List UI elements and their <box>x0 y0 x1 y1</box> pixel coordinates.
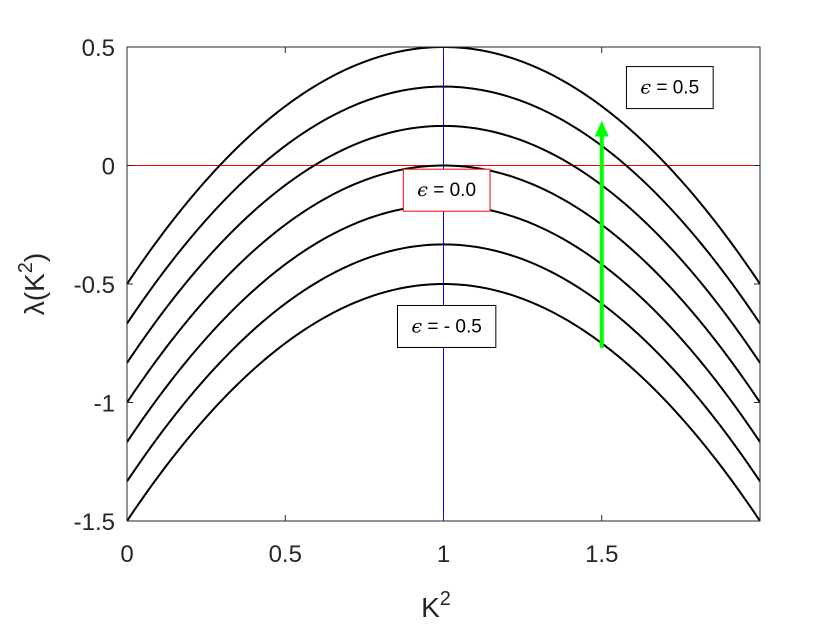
annotation-box: ϵ = 0.0 <box>402 168 491 212</box>
series-line-2 <box>127 85 760 325</box>
y-tick-label: -1.5 <box>74 509 115 536</box>
annotations: ϵ = 0.5ϵ = 0.0ϵ = - 0.5 <box>397 66 714 348</box>
series-line-3 <box>127 124 760 364</box>
y-axis: 0.5 0 -0.5 -1 -1.5 <box>74 35 760 536</box>
x-tick-label: 1 <box>437 541 450 568</box>
annotation-value: = 0.0 <box>428 180 476 201</box>
x-axis-label-sup: 2 <box>440 588 451 610</box>
x-tick-label: 0 <box>120 541 133 568</box>
series-line-4 <box>127 164 760 404</box>
x-tick-label: 0.5 <box>269 541 302 568</box>
series-line-6 <box>127 243 760 482</box>
y-axis-label-base: λ(K <box>19 273 50 315</box>
annotation-frame <box>625 66 714 110</box>
y-tick-label: 0 <box>102 154 115 181</box>
epsilon-symbol: ϵ <box>640 77 651 99</box>
annotation-label: ϵ = - 0.5 <box>412 315 482 337</box>
y-tick-label: -0.5 <box>74 272 115 299</box>
annotation-frame <box>397 304 497 348</box>
x-tick-label: 1.5 <box>585 541 618 568</box>
annotation-frame <box>402 168 491 212</box>
annotation-value: = - 0.5 <box>422 316 482 337</box>
annotation-label: ϵ = 0.0 <box>417 179 476 201</box>
series-line-1 <box>127 47 760 285</box>
arrow-head <box>594 120 609 137</box>
x-axis-label: K2 <box>421 588 451 623</box>
arrow-layer <box>594 120 609 348</box>
x-axis: 0 0.5 1 1.5 <box>120 47 618 568</box>
annotation-label: ϵ = 0.5 <box>640 77 699 99</box>
curves <box>127 47 760 521</box>
x-axis-label-base: K <box>421 592 440 623</box>
y-tick-label: -1 <box>94 391 115 418</box>
y-tick-label: 0.5 <box>82 35 115 62</box>
epsilon-symbol: ϵ <box>417 179 428 201</box>
annotation-box: ϵ = 0.5 <box>625 66 714 110</box>
annotation-value: = 0.5 <box>651 78 699 99</box>
annotation-box: ϵ = - 0.5 <box>397 304 497 348</box>
series-line-7 <box>127 282 760 521</box>
y-axis-label-close: ) <box>19 253 50 262</box>
y-axis-label-sup: 2 <box>15 262 37 273</box>
y-axis-label: λ(K2) <box>15 253 50 315</box>
epsilon-symbol: ϵ <box>412 315 423 337</box>
